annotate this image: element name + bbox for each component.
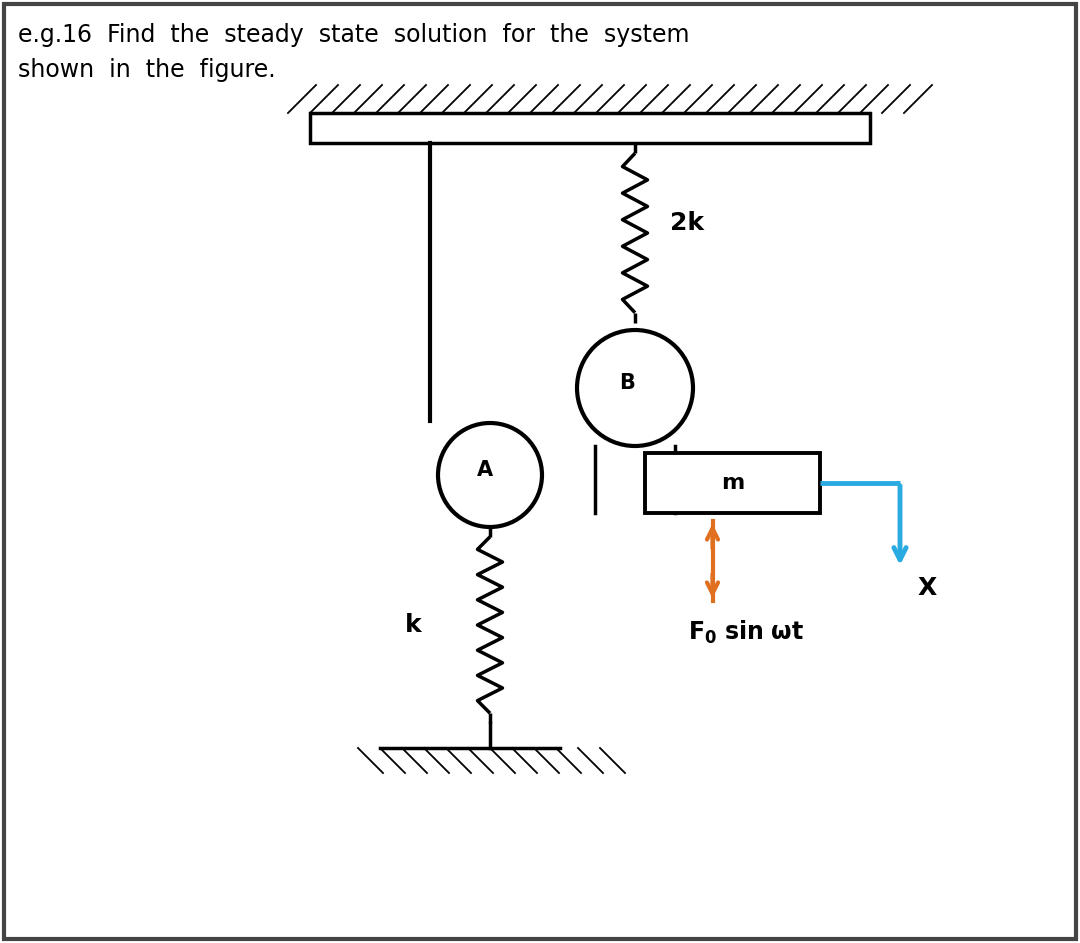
Text: X: X xyxy=(918,576,937,600)
Text: 2k: 2k xyxy=(670,211,704,235)
Circle shape xyxy=(438,423,542,527)
Text: B: B xyxy=(619,373,635,393)
Text: A: A xyxy=(477,460,494,480)
Text: k: k xyxy=(405,613,421,637)
Text: shown  in  the  figure.: shown in the figure. xyxy=(18,58,275,82)
Bar xyxy=(645,453,820,513)
Text: $\mathbf{F_0}$ $\mathbf{sin\ \omega t}$: $\mathbf{F_0}$ $\mathbf{sin\ \omega t}$ xyxy=(688,619,804,646)
Text: e.g.16  Find  the  steady  state  solution  for  the  system: e.g.16 Find the steady state solution fo… xyxy=(18,23,689,47)
Circle shape xyxy=(577,330,693,446)
Bar xyxy=(310,113,870,143)
Text: m: m xyxy=(720,473,744,493)
